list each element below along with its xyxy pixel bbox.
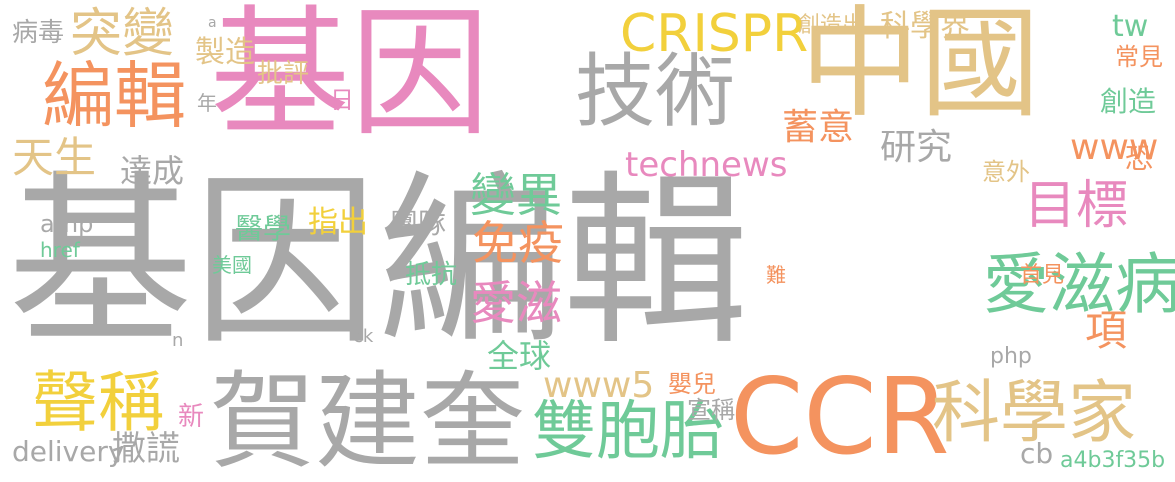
- word-created: 創造出: [798, 13, 865, 38]
- word-editing: 編輯: [42, 54, 187, 138]
- word-gene-editing: 基因編輯: [8, 154, 748, 370]
- word-china: 中國: [800, 0, 1040, 134]
- word-team: 團隊: [390, 207, 447, 240]
- word-lie: 撒謊: [112, 429, 180, 469]
- word-research: 研究: [880, 127, 953, 168]
- word-science-community: 科學界: [880, 9, 970, 44]
- word-scientists: 科學家: [932, 374, 1137, 453]
- word-difficult: 難: [766, 263, 786, 287]
- word-achieve: 達成: [120, 152, 185, 190]
- word-href: href: [40, 238, 80, 262]
- word-he-jiankui: 賀建奎: [210, 361, 526, 482]
- word-year: 年: [197, 91, 217, 115]
- word-cb: cb: [1020, 437, 1054, 470]
- word-tw: tw: [1112, 9, 1149, 44]
- word-day: 日: [330, 86, 354, 114]
- word-global: 全球: [487, 337, 552, 375]
- word-new: 新: [178, 402, 205, 432]
- word-point-out: 指出: [308, 205, 368, 240]
- word-variant: 變異: [470, 168, 562, 222]
- word-common: 常見: [1115, 43, 1163, 71]
- word-mutation: 突變: [70, 4, 175, 64]
- word-infant: 嬰兒: [668, 370, 716, 398]
- word-a: a: [208, 15, 217, 31]
- word-criticism: 批評: [257, 59, 310, 89]
- word-resist: 抵抗: [405, 260, 458, 290]
- word-accident: 意外: [982, 158, 1030, 186]
- word-item: 項: [1085, 306, 1128, 355]
- word-technology: 技術: [575, 45, 735, 138]
- word-first-seen: 首見: [1020, 263, 1065, 288]
- word-manufacture: 製造: [195, 35, 255, 70]
- word-target: 目標: [1024, 176, 1129, 236]
- word-medicine: 醫學: [235, 212, 292, 245]
- word-ccr: CCR: [730, 356, 950, 478]
- word-innate: 天生: [12, 133, 97, 182]
- word-n: n: [172, 330, 184, 351]
- word-gene: 基因: [210, 0, 491, 156]
- word-virus: 病毒: [12, 18, 65, 48]
- word-announce: 宣稱: [687, 396, 735, 424]
- word-amp: amp: [40, 210, 94, 238]
- word-a4b3f35b: a4b3f35b: [1060, 448, 1166, 473]
- word-crispr: CRISPR: [620, 4, 809, 64]
- word-www5: www5: [543, 365, 655, 406]
- word-claimed: 聲稱: [32, 364, 164, 441]
- word-php: php: [990, 344, 1032, 369]
- word-twins: 雙胞胎: [532, 395, 724, 469]
- word-technews: technews: [625, 145, 788, 185]
- word-deliberate: 蓄意: [782, 107, 855, 148]
- word-fear: 恐: [1125, 142, 1154, 175]
- word-delivery: delivery: [12, 435, 125, 468]
- word-usa: 美國: [212, 253, 252, 277]
- word-www: www: [1070, 127, 1159, 168]
- word-create: 創造: [1100, 85, 1157, 118]
- word-aids: 愛滋: [470, 276, 562, 330]
- word-aids-disease: 愛滋病: [983, 246, 1175, 323]
- word-immunity: 免疫: [472, 216, 564, 270]
- word-ck: ck: [353, 326, 374, 347]
